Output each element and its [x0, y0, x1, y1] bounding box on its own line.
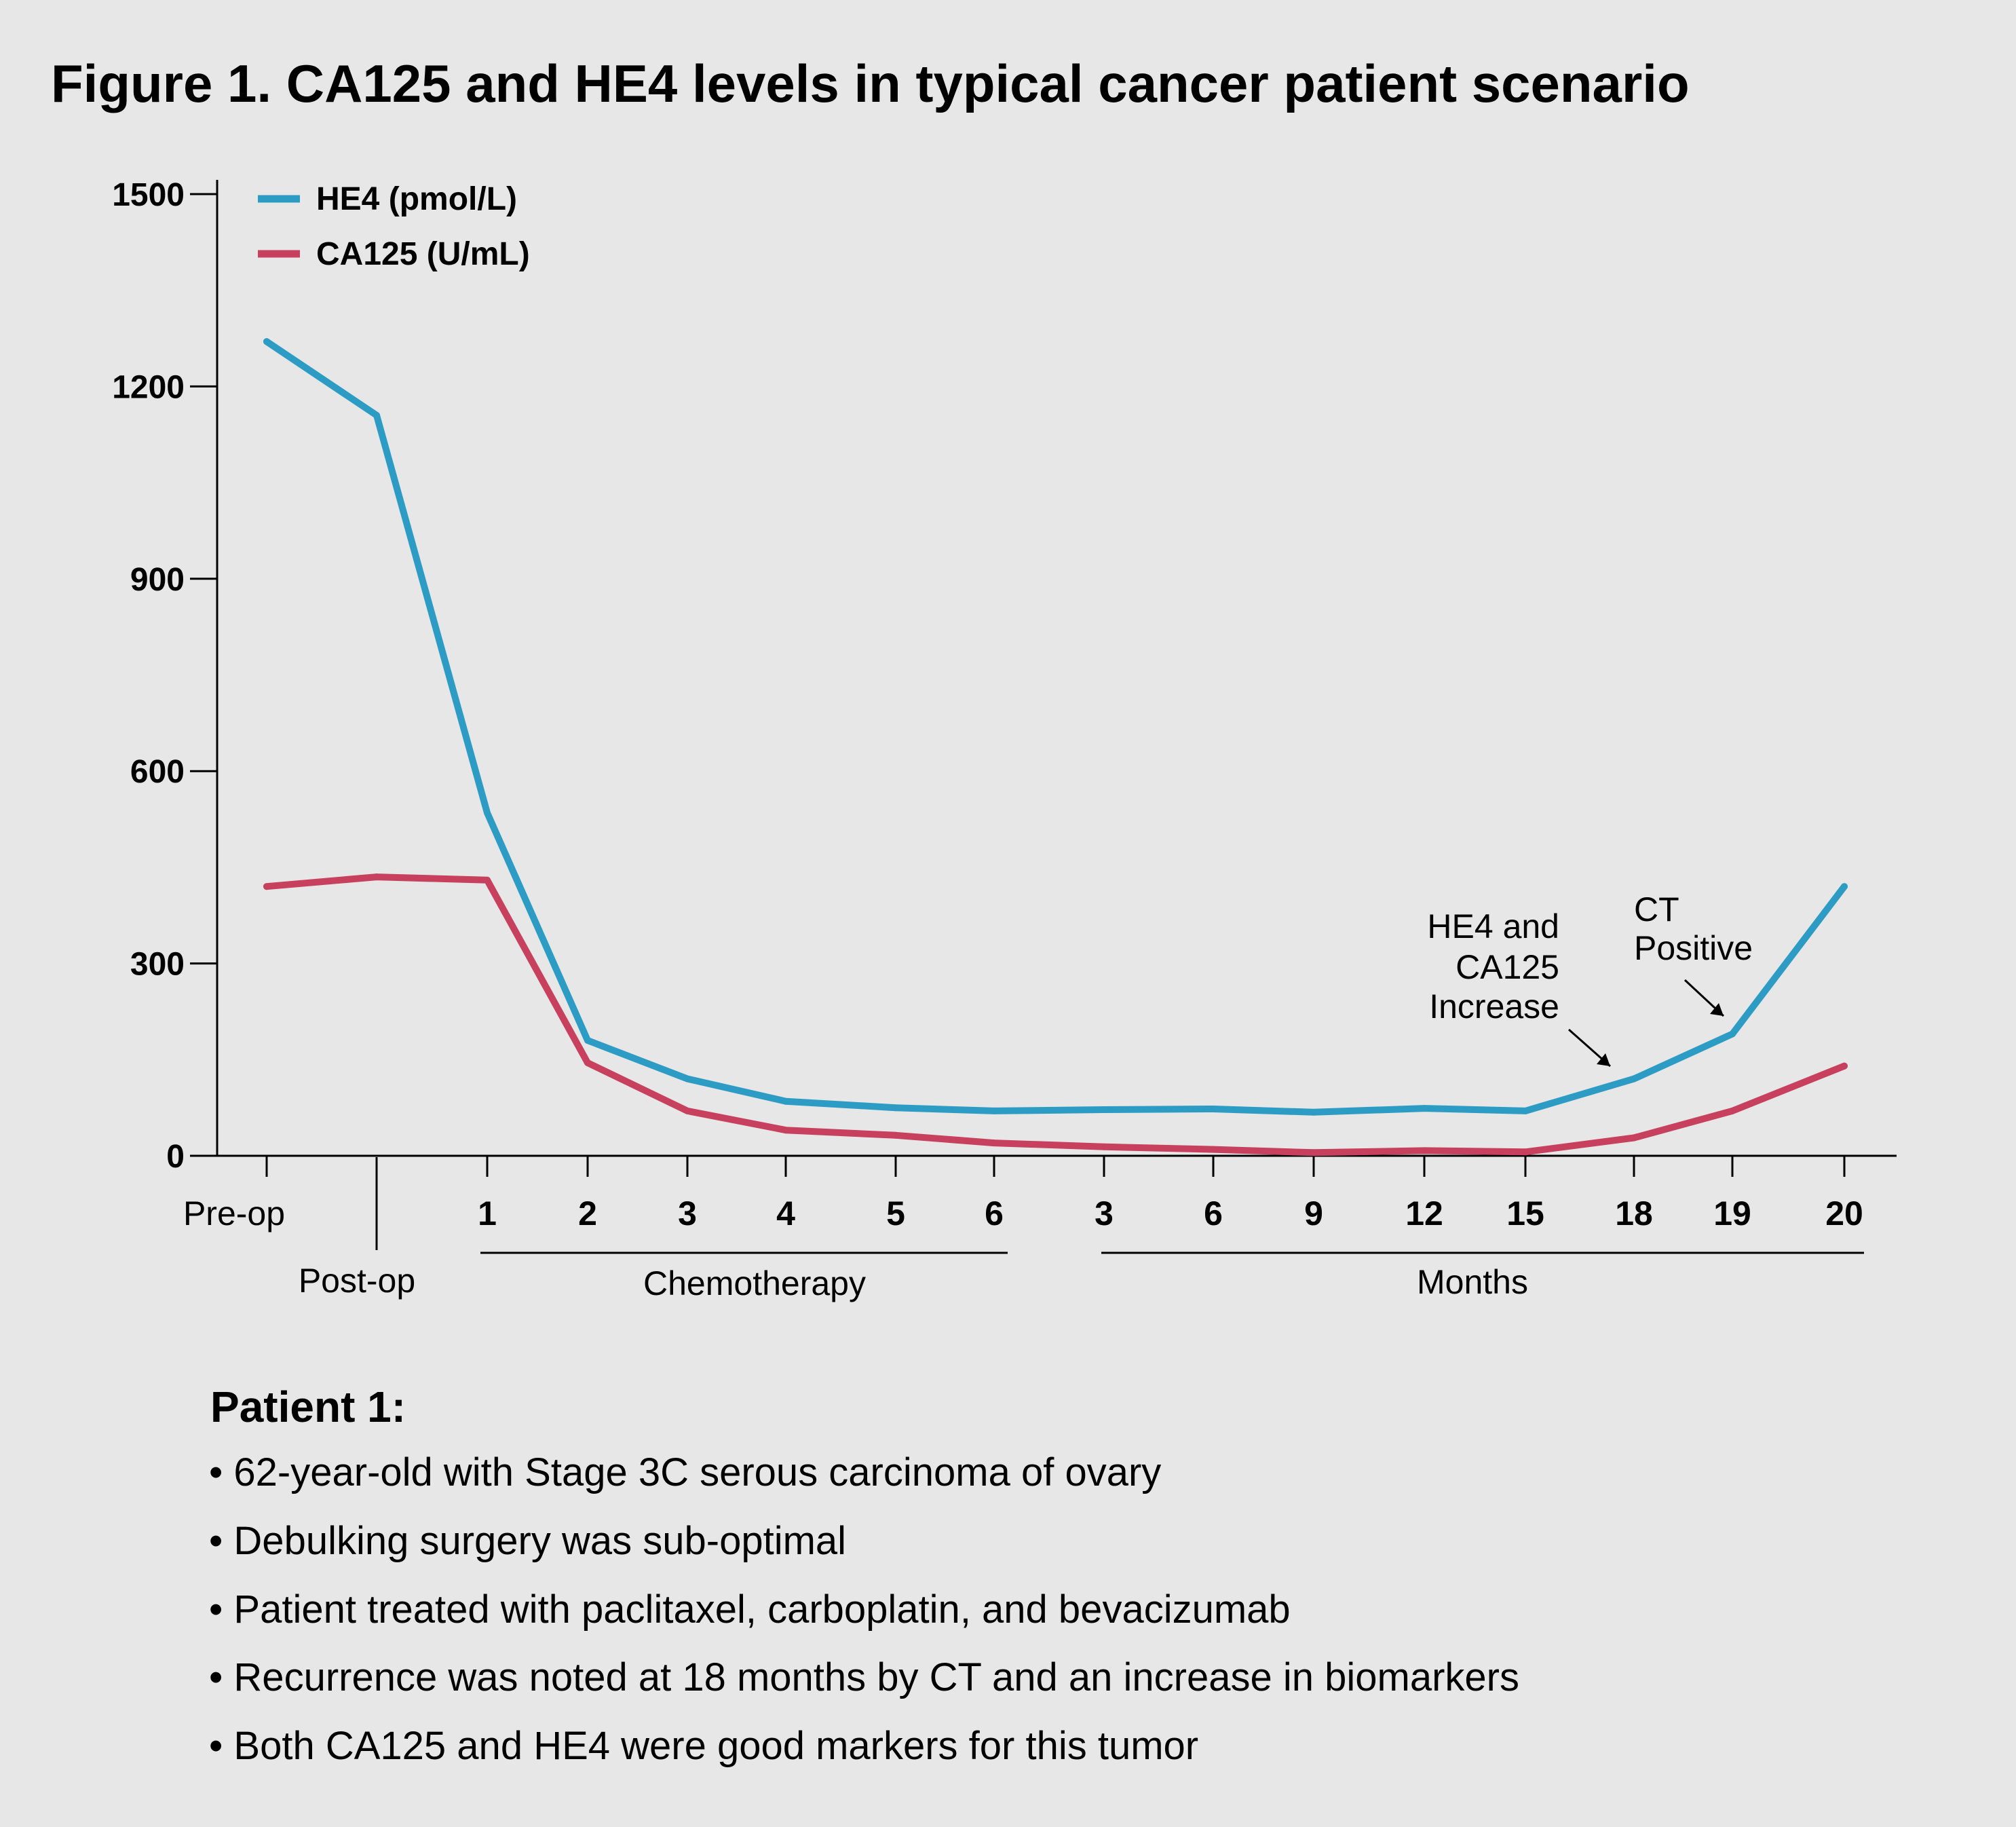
annotation-ct-arrowhead	[1710, 1003, 1724, 1016]
data-point-he4	[1841, 883, 1848, 890]
x-ticks: Pre-op 1 2 3 4 5 6 3 6 9 12 15 18 19 20	[183, 1156, 1863, 1232]
data-point-he4	[484, 809, 491, 816]
annotation-increase-arrowhead	[1597, 1053, 1610, 1066]
x-tick-label: 4	[776, 1194, 795, 1232]
data-point-ca125	[991, 1139, 997, 1147]
series-line-he4	[263, 338, 1848, 1116]
axes	[216, 180, 1897, 1157]
data-point-ca125	[263, 883, 270, 890]
annotation-ct-line2: Positive	[1634, 929, 1753, 967]
data-point-he4	[584, 1037, 591, 1044]
data-point-ca125	[1729, 1107, 1736, 1114]
y-tick-label: 900	[130, 562, 185, 598]
x-tick-label: Pre-op	[183, 1194, 285, 1232]
data-point-ca125	[1210, 1146, 1217, 1153]
x-tick-label: 3	[1095, 1194, 1114, 1232]
x-tick-label: 5	[886, 1194, 905, 1232]
data-point-ca125	[584, 1059, 591, 1066]
data-point-ca125	[1310, 1149, 1317, 1156]
legend: HE4 (pmol/L) CA125 (U/mL)	[258, 181, 530, 272]
data-point-ca125	[1631, 1134, 1637, 1142]
post-op-label: Post-op	[299, 1262, 415, 1300]
x-tick-label: 20	[1825, 1194, 1863, 1232]
data-point-ca125	[373, 873, 380, 881]
annotation-increase-line2: CA125	[1456, 948, 1559, 986]
data-point-ca125	[1522, 1148, 1529, 1156]
note-bullet-2: • Debulking surgery was sub-optimal	[209, 1519, 846, 1563]
data-point-ca125	[684, 1107, 691, 1114]
x-tick-label: 18	[1615, 1194, 1653, 1232]
notes-heading: Patient 1:	[210, 1382, 406, 1431]
data-point-he4	[1310, 1108, 1317, 1116]
data-point-he4	[1522, 1107, 1529, 1114]
y-tick-label: 1200	[112, 369, 185, 405]
data-point-he4	[373, 411, 380, 419]
x-tick-label: 12	[1405, 1194, 1443, 1232]
data-point-he4	[1421, 1105, 1428, 1112]
y-ticks: 0 300 600 900 1200 1500	[112, 177, 217, 1175]
x-tick-label: 19	[1713, 1194, 1751, 1232]
y-tick-label: 1500	[112, 177, 185, 213]
note-bullet-4: • Recurrence was noted at 18 months by C…	[209, 1655, 1519, 1699]
data-point-he4	[263, 338, 270, 345]
series-line-ca125	[263, 873, 1848, 1156]
y-tick-label: 0	[166, 1139, 185, 1175]
data-point-ca125	[892, 1131, 899, 1139]
data-point-ca125	[1421, 1147, 1428, 1154]
x-tick-label: 6	[985, 1194, 1004, 1232]
legend-label-ca125: CA125 (U/mL)	[316, 236, 530, 272]
data-point-he4	[991, 1107, 997, 1114]
data-point-ca125	[1841, 1062, 1848, 1070]
data-point-ca125	[484, 876, 491, 884]
data-point-he4	[782, 1097, 789, 1105]
note-bullet-3: • Patient treated with paclitaxel, carbo…	[209, 1587, 1291, 1632]
data-point-he4	[1631, 1075, 1637, 1082]
x-tick-label: 2	[578, 1194, 597, 1232]
annotation-ct-line1: CT	[1634, 890, 1679, 928]
x-tick-label: 15	[1506, 1194, 1544, 1232]
x-group-labels: Post-op Chemotherapy Months	[299, 1157, 1864, 1302]
figure-title: Figure 1. CA125 and HE4 levels in typica…	[51, 54, 1690, 113]
annotations: HE4 and CA125 Increase CT Positive	[1427, 890, 1753, 1068]
data-point-he4	[1210, 1106, 1217, 1112]
legend-label-he4: HE4 (pmol/L)	[316, 181, 517, 217]
data-point-ca125	[782, 1127, 789, 1134]
y-tick-label: 300	[130, 947, 185, 983]
data-point-he4	[892, 1104, 899, 1112]
note-bullet-1: • 62-year-old with Stage 3C serous carci…	[209, 1450, 1161, 1494]
y-tick-label: 600	[130, 754, 185, 790]
data-point-he4	[1729, 1030, 1736, 1038]
x-tick-label: 9	[1304, 1194, 1323, 1232]
data-point-ca125	[1101, 1143, 1107, 1150]
x-tick-label: 3	[678, 1194, 697, 1232]
chemotherapy-label: Chemotherapy	[643, 1264, 866, 1302]
annotation-increase-line1: HE4 and	[1427, 907, 1559, 945]
annotation-increase-line3: Increase	[1429, 987, 1559, 1025]
months-label: Months	[1417, 1263, 1528, 1301]
x-tick-label: 1	[478, 1194, 497, 1232]
series-layer	[263, 338, 1848, 1156]
data-point-he4	[1101, 1106, 1107, 1113]
data-point-he4	[684, 1075, 691, 1082]
note-bullet-5: • Both CA125 and HE4 were good markers f…	[209, 1724, 1198, 1768]
patient-notes: Patient 1: • 62-year-old with Stage 3C s…	[209, 1382, 1519, 1768]
x-tick-label: 6	[1204, 1194, 1223, 1232]
